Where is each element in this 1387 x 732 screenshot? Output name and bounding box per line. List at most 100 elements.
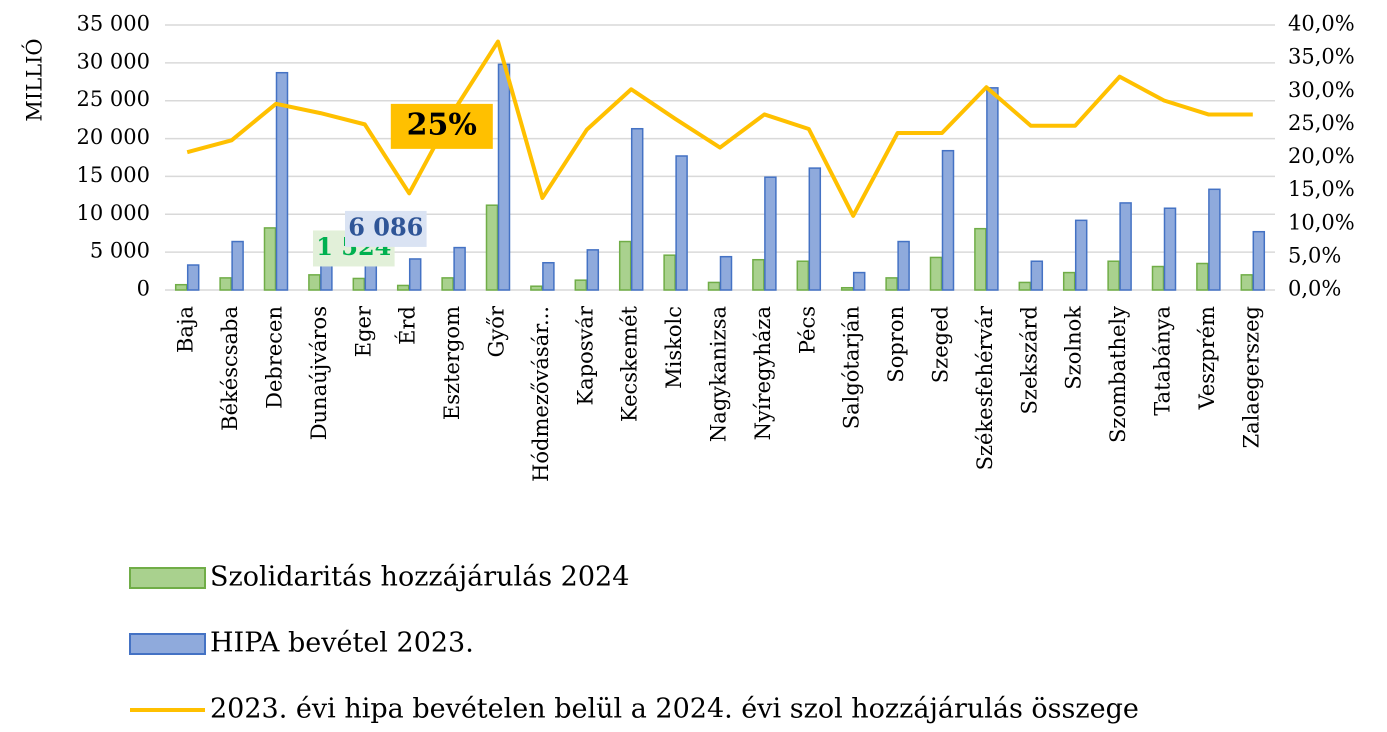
x-tick-label: Kecskemét [618, 305, 642, 422]
bar [885, 277, 898, 291]
x-tick-label: Szombathely [1106, 306, 1130, 443]
bar [1018, 281, 1032, 291]
x-tick-label: Eger [351, 305, 375, 357]
bar [308, 274, 321, 291]
bar [1030, 260, 1044, 291]
x-tick-label: Esztergom [440, 306, 464, 420]
bar [929, 256, 943, 291]
bar [408, 258, 422, 291]
y2-tick-label: 20,0% [1288, 144, 1355, 168]
x-tick-label: Miskolc [662, 306, 686, 389]
bar [396, 284, 410, 291]
bar [586, 249, 600, 291]
y2-tick-label: 30,0% [1288, 78, 1355, 102]
bar [174, 283, 188, 291]
y-tick-label: 0 [137, 277, 150, 301]
x-tick-label: Szekszárd [1017, 306, 1041, 414]
bar [485, 204, 499, 291]
x-tick-label: Nyíregyháza [751, 306, 775, 440]
x-tick-label: Békéscsaba [218, 306, 242, 431]
legend-label: 2023. évi hipa bevételen belül a 2024. é… [210, 694, 1139, 725]
bar [974, 227, 987, 291]
bar [275, 71, 289, 291]
x-tick-label: Tatabánya [1151, 306, 1175, 416]
bar [263, 227, 277, 291]
x-tick-label: Pécs [795, 306, 819, 354]
bar [941, 149, 955, 291]
data-label: 6 086 [348, 212, 423, 241]
bar [840, 286, 854, 291]
y-tick-label: 10 000 [77, 201, 150, 225]
y2-tick-label: 15,0% [1288, 177, 1355, 201]
bar [497, 63, 511, 291]
bar [1151, 265, 1165, 291]
bar [897, 240, 910, 291]
x-tick-label: Szeged [929, 306, 953, 383]
bar [441, 277, 454, 291]
bar [542, 261, 555, 291]
bar [453, 246, 466, 291]
x-tick-label: Debrecen [263, 306, 287, 409]
y-tick-label: 35 000 [77, 12, 150, 36]
bar [219, 277, 232, 291]
line [186, 39, 1253, 218]
bar [618, 240, 632, 291]
bar [663, 254, 676, 291]
bar [1252, 230, 1266, 291]
data-label-box [390, 103, 493, 149]
y-axis-label: MILLIÓ [22, 38, 47, 121]
bar [808, 167, 822, 291]
bar [231, 240, 244, 291]
y2-tick-label: 5,0% [1288, 243, 1341, 267]
bar [764, 176, 777, 291]
bar [796, 260, 810, 291]
data-label-box [345, 210, 427, 247]
y2-tick-label: 25,0% [1288, 111, 1355, 135]
x-tick-label: Érd [396, 306, 420, 345]
bar [186, 264, 200, 291]
x-tick-label: Nagykanizsa [707, 306, 731, 442]
bar [1107, 260, 1120, 291]
y-tick-label: 15 000 [77, 163, 150, 187]
legend-label: Szolidaritás hozzájárulás 2024 [210, 562, 629, 593]
bar [352, 277, 366, 291]
bar [1208, 188, 1221, 291]
bar [719, 255, 733, 291]
y-tick-label: 20 000 [77, 125, 150, 149]
bar [574, 279, 588, 291]
data-label: 25% [407, 107, 477, 142]
x-tick-label: Győr [485, 305, 509, 357]
y2-tick-label: 0,0% [1288, 277, 1341, 301]
x-tick-label: Baja [174, 306, 198, 353]
bar [530, 285, 543, 291]
bar [630, 127, 644, 291]
x-tick-label: Sopron [884, 306, 908, 383]
x-tick-label: Dunaújváros [307, 306, 331, 440]
bar [986, 87, 999, 291]
legend-swatch [129, 567, 206, 589]
bar [707, 281, 721, 291]
bar [1163, 207, 1177, 291]
y-tick-label: 5 000 [90, 239, 150, 263]
x-tick-label: Zalaegerszeg [1239, 306, 1263, 448]
x-tick-label: Szolnok [1062, 306, 1086, 390]
bar [1062, 271, 1076, 291]
x-tick-label: Veszprém [1195, 306, 1219, 410]
x-tick-label: Kaposvár [573, 305, 597, 405]
y-tick-label: 25 000 [77, 87, 150, 111]
y-tick-label: 30 000 [77, 49, 150, 73]
legend-swatch [129, 633, 206, 655]
bar [852, 271, 866, 291]
legend-label: HIPA bevétel 2023. [210, 628, 474, 659]
y2-tick-label: 40,0% [1288, 12, 1355, 36]
bar [675, 155, 688, 291]
bar [1196, 262, 1209, 291]
y2-tick-label: 35,0% [1288, 45, 1355, 69]
x-tick-label: Hódmezővásár... [529, 306, 553, 482]
x-tick-label: Salgótarján [840, 306, 864, 429]
x-tick-label: Székesfehérvár [973, 305, 997, 470]
bar [1240, 274, 1254, 291]
y2-tick-label: 10,0% [1288, 210, 1355, 234]
bar [1074, 219, 1088, 291]
